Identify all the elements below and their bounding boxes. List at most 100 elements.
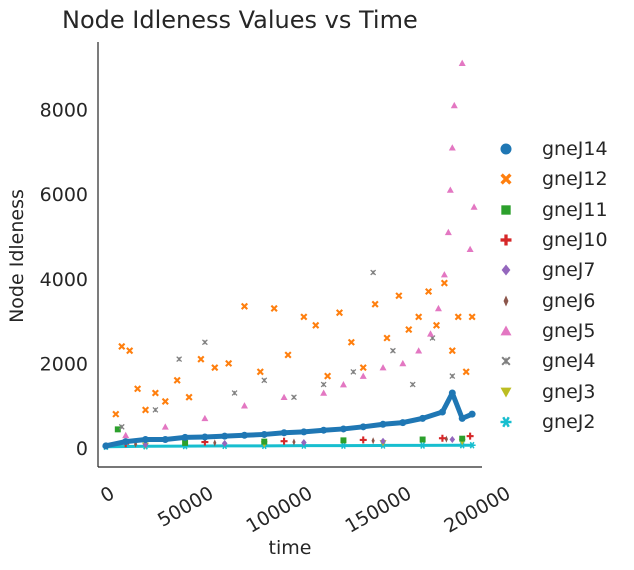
data-point-gneJ11 (114, 426, 121, 433)
data-point-gneJ12 (359, 364, 367, 372)
series-line-gneJ14 (105, 390, 474, 449)
data-point-gneJ4 (390, 347, 396, 354)
series-gneJ14 (102, 389, 476, 450)
data-point-gneJ2 (419, 442, 427, 449)
data-point-gneJ12 (211, 364, 219, 372)
legend-item-gneJ4: gneJ4 (496, 346, 608, 376)
legend-item-gneJ12: gneJ12 (496, 164, 608, 194)
data-point-gneJ11 (459, 435, 466, 442)
data-point-gneJ12 (284, 351, 292, 359)
legend-glyph-gneJ6 (503, 295, 509, 307)
data-point-gneJ4 (291, 394, 297, 401)
data-point-gneJ6 (371, 437, 375, 445)
data-point-gneJ14 (458, 414, 466, 422)
data-point-gneJ14 (201, 433, 209, 441)
legend-marker-gneJ10 (500, 234, 512, 246)
series-gneJ4 (118, 269, 456, 430)
data-point-gneJ12 (347, 338, 355, 346)
data-point-gneJ5 (240, 402, 248, 409)
data-point-gneJ12 (371, 300, 379, 308)
x-tick-label: 150000 (342, 482, 416, 537)
legend-label: gneJ6 (542, 289, 596, 312)
data-point-gneJ4 (449, 373, 456, 379)
data-point-gneJ14 (280, 429, 288, 437)
data-point-gneJ4 (370, 269, 377, 276)
series-gneJ5 (122, 59, 478, 439)
chart-title: Node Idleness Values vs Time (62, 6, 418, 34)
data-point-gneJ14 (379, 420, 387, 428)
data-point-gneJ4 (118, 423, 125, 430)
data-point-gneJ12 (454, 313, 462, 321)
y-tick-label: 2000 (40, 353, 88, 375)
y-axis-label: Node Idleness (6, 189, 28, 323)
legend-item-gneJ10: gneJ10 (496, 225, 608, 255)
data-point-gneJ4 (152, 407, 159, 413)
data-point-gneJ12 (415, 313, 423, 321)
data-point-gneJ5 (320, 389, 328, 396)
data-point-gneJ12 (335, 309, 344, 317)
data-point-gneJ5 (434, 304, 442, 312)
data-point-gneJ7 (449, 436, 456, 444)
data-point-gneJ10 (201, 438, 209, 446)
data-point-gneJ12 (395, 292, 403, 300)
data-point-gneJ12 (185, 393, 193, 401)
data-point-gneJ5 (458, 59, 466, 66)
data-point-gneJ12 (270, 304, 278, 312)
data-point-gneJ10 (280, 437, 288, 445)
x-tick-label: 0 (97, 482, 118, 507)
data-point-gneJ14 (339, 425, 347, 433)
data-point-gneJ14 (419, 414, 427, 422)
series-gneJ7 (142, 436, 456, 449)
data-point-gneJ4 (231, 390, 238, 396)
data-point-gneJ14 (399, 419, 407, 427)
data-point-gneJ2 (468, 441, 476, 449)
data-point-gneJ4 (350, 368, 357, 375)
data-point-gneJ12 (134, 385, 142, 393)
data-point-gneJ12 (383, 334, 391, 342)
legend-glyph-gneJ11 (501, 205, 511, 215)
data-point-gneJ14 (142, 436, 150, 444)
legend-glyph-gneJ10 (500, 234, 512, 246)
legend-glyph-gneJ12 (500, 173, 512, 186)
data-point-gneJ4 (409, 381, 416, 388)
data-point-gneJ10 (466, 432, 474, 440)
data-point-gneJ12 (300, 313, 308, 321)
data-point-gneJ5 (444, 228, 452, 236)
data-point-gneJ5 (339, 381, 347, 388)
legend-glyph-gneJ3 (500, 387, 512, 398)
data-point-gneJ12 (161, 397, 169, 405)
data-point-gneJ7 (380, 437, 386, 445)
legend-label: gneJ5 (542, 319, 596, 342)
legend-label: gneJ2 (542, 410, 596, 433)
data-point-gneJ12 (151, 389, 159, 397)
data-point-gneJ2 (339, 442, 347, 450)
legend-label: gneJ11 (542, 198, 608, 221)
legend-item-gneJ5: gneJ5 (496, 316, 608, 346)
data-point-gneJ4 (201, 339, 208, 346)
data-point-gneJ5 (122, 431, 130, 439)
legend-label: gneJ12 (542, 168, 608, 191)
data-point-gneJ5 (379, 364, 387, 371)
tick-labels: 0 2000 4000 6000 8000 0 50000 100000 150000 20000… (40, 100, 515, 538)
data-point-gneJ12 (448, 347, 456, 355)
legend-glyph-gneJ4 (501, 356, 511, 366)
legend-item-gneJ14: gneJ14 (496, 134, 608, 164)
data-point-gneJ11 (340, 437, 347, 444)
data-point-gneJ12 (468, 313, 476, 321)
data-point-gneJ12 (126, 347, 134, 355)
data-point-gneJ7 (221, 439, 228, 447)
data-point-gneJ12 (240, 302, 249, 310)
data-point-gneJ14 (468, 410, 476, 418)
data-point-gneJ14 (359, 423, 367, 431)
legend-marker-gneJ11 (501, 205, 511, 215)
y-tick-label: 4000 (40, 269, 88, 291)
legend-item-gneJ2: gneJ2 (496, 407, 608, 437)
data-point-gneJ14 (300, 428, 308, 436)
data-point-gneJ12 (425, 287, 433, 296)
data-point-gneJ5 (427, 330, 435, 337)
data-point-gneJ12 (440, 279, 448, 287)
legend-item-gneJ3: gneJ3 (496, 376, 608, 406)
legend-marker-gneJ14 (500, 143, 512, 155)
x-tick-label: 50000 (154, 482, 217, 531)
